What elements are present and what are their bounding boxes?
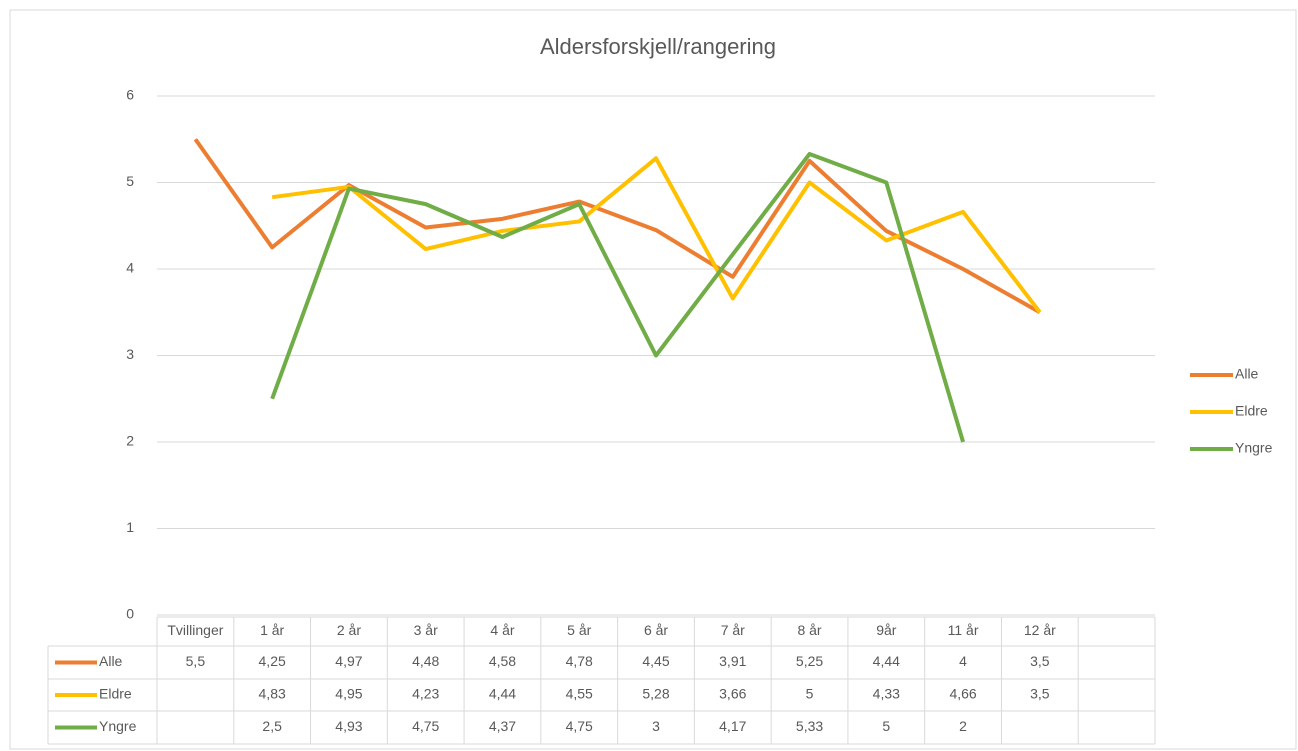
data-label: 4,48 — [412, 653, 439, 669]
table-series-name: Eldre — [99, 686, 132, 702]
x-tick-label: 9år — [876, 622, 897, 638]
data-label: 4,58 — [489, 653, 516, 669]
x-tick-label: 4 år — [490, 622, 514, 638]
y-tick-label: 2 — [126, 433, 134, 449]
data-label: 4,93 — [335, 718, 362, 734]
y-tick-label: 5 — [126, 173, 134, 189]
data-label: 5 — [882, 718, 890, 734]
data-label: 4,55 — [566, 686, 593, 702]
y-tick-label: 6 — [126, 87, 134, 103]
data-label: 4,44 — [873, 653, 900, 669]
x-tick-label: 12 år — [1024, 622, 1056, 638]
legend-label: Eldre — [1235, 403, 1268, 419]
x-tick-label: 8 år — [797, 622, 821, 638]
data-label: 5,28 — [642, 686, 669, 702]
data-label: 4,66 — [949, 686, 976, 702]
x-tick-label: 2 år — [337, 622, 361, 638]
data-label: 4,23 — [412, 686, 439, 702]
data-label: 2,5 — [262, 718, 282, 734]
x-tick-label: 7 år — [721, 622, 745, 638]
y-tick-label: 4 — [126, 260, 134, 276]
data-label: 5,33 — [796, 718, 823, 734]
chart-border — [9, 9, 1297, 750]
data-label: 5 — [806, 686, 814, 702]
data-label: 4,75 — [566, 718, 593, 734]
data-label: 4 — [959, 653, 967, 669]
x-tick-label: 1 år — [260, 622, 284, 638]
data-label: 5,25 — [796, 653, 823, 669]
data-label: 4,75 — [412, 718, 439, 734]
data-label: 4,97 — [335, 653, 362, 669]
chart-title: Aldersforskjell/rangering — [540, 34, 776, 59]
data-label: 4,95 — [335, 686, 362, 702]
data-label: 3,91 — [719, 653, 746, 669]
legend-label: Alle — [1235, 366, 1259, 382]
data-label: 2 — [959, 718, 967, 734]
table-series-name: Alle — [99, 653, 123, 669]
series-line — [271, 156, 1042, 314]
x-tick-label: Tvillinger — [167, 622, 223, 638]
data-label: 4,44 — [489, 686, 516, 702]
y-tick-label: 3 — [126, 346, 134, 362]
data-label: 3,5 — [1030, 686, 1050, 702]
table-series-name: Yngre — [99, 718, 137, 734]
data-label: 4,17 — [719, 718, 746, 734]
y-tick-label: 0 — [126, 606, 134, 622]
data-label: 3,5 — [1030, 653, 1050, 669]
data-label: 4,25 — [259, 653, 286, 669]
data-label: 5,5 — [186, 653, 206, 669]
y-tick-label: 1 — [126, 519, 134, 535]
x-tick-label: 3 år — [414, 622, 438, 638]
data-label: 4,33 — [873, 686, 900, 702]
x-tick-label: 5 år — [567, 622, 591, 638]
series-line — [270, 151, 965, 443]
data-label: 3 — [652, 718, 660, 734]
data-label: 4,83 — [259, 686, 286, 702]
x-tick-label: 6 år — [644, 622, 668, 638]
x-tick-label: 11 år — [948, 622, 979, 638]
data-label: 4,78 — [566, 653, 593, 669]
legend-label: Yngre — [1235, 440, 1273, 456]
data-label: 3,66 — [719, 686, 746, 702]
data-label: 4,45 — [642, 653, 669, 669]
data-label: 4,37 — [489, 718, 516, 734]
